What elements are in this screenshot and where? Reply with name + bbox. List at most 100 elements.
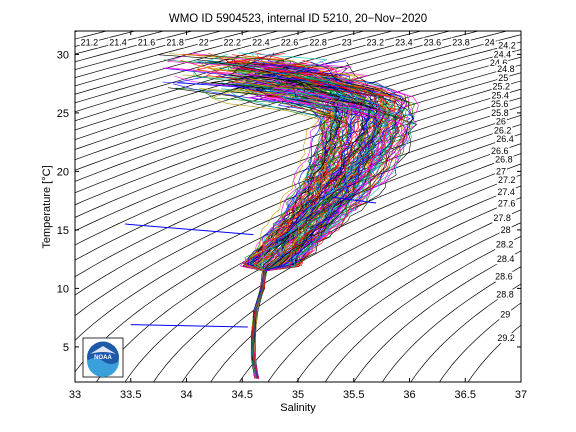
- density-label-bg: [165, 37, 185, 48]
- x-tick-label: 36: [403, 389, 415, 401]
- density-contour: [75, 97, 521, 278]
- density-contour: [75, 56, 521, 206]
- density-contour: [75, 31, 166, 55]
- density-label-bg: [483, 37, 496, 48]
- x-tick-label: 34.5: [232, 389, 253, 401]
- density-contour: [381, 266, 521, 382]
- density-label: 23.8: [452, 38, 470, 48]
- y-tick-label: 10: [57, 283, 69, 295]
- density-contour: [353, 250, 521, 382]
- density-label: 28: [501, 225, 511, 235]
- density-contour: [75, 31, 108, 40]
- density-label: 24.2: [498, 41, 516, 51]
- profile-line: [251, 75, 414, 379]
- profile-line: [192, 69, 329, 379]
- density-contour: [75, 114, 521, 317]
- density-label-bg: [494, 116, 507, 127]
- profile-line: [242, 68, 381, 379]
- density-label: 23: [342, 38, 352, 48]
- density-label: 26.4: [496, 134, 514, 144]
- density-label: 29.2: [497, 333, 515, 343]
- density-label-bg: [496, 186, 516, 197]
- density-contour: [75, 31, 309, 95]
- profile-line: [240, 83, 404, 379]
- density-contour: [439, 302, 521, 382]
- y-tick-label: 5: [63, 342, 69, 354]
- density-label: 27: [496, 166, 506, 176]
- density-contour: [0, 19, 68, 393]
- density-label: 22.8: [309, 38, 327, 48]
- profile-line: [233, 75, 352, 379]
- density-label-bg: [340, 37, 353, 48]
- outlier-line: [130, 324, 248, 328]
- profile-line: [211, 55, 322, 379]
- density-label: 22.4: [252, 38, 270, 48]
- density-contour: [75, 88, 521, 261]
- profile-line: [246, 60, 410, 379]
- density-label: 21.8: [166, 38, 184, 48]
- density-label-bg: [494, 271, 514, 282]
- density-label-bg: [497, 40, 517, 51]
- density-label-bg: [494, 239, 515, 250]
- density-label: 25: [498, 73, 508, 83]
- profile-line: [177, 76, 339, 379]
- x-tick-label: 37: [515, 389, 527, 401]
- density-label: 25.2: [493, 82, 511, 92]
- profile-line: [229, 61, 341, 379]
- density-contour: [75, 80, 521, 246]
- y-tick-label: 15: [57, 225, 69, 237]
- density-label-bg: [494, 154, 514, 165]
- density-label: 27.6: [498, 199, 516, 209]
- density-label: 29: [500, 310, 510, 320]
- density-contour: [75, 31, 394, 122]
- density-label-bg: [222, 37, 243, 48]
- profile-line: [237, 67, 405, 379]
- density-label: 21.2: [81, 38, 99, 48]
- density-contour: [0, 19, 11, 393]
- density-label: 26.6: [491, 146, 509, 156]
- density-label: 28.4: [497, 254, 515, 264]
- profile-line: [162, 81, 329, 379]
- density-label-bg: [494, 166, 508, 177]
- density-contour: [0, 19, 39, 393]
- density-label-bg: [496, 198, 517, 209]
- x-tick-label: 35.5: [343, 389, 364, 401]
- profile-line: [205, 54, 372, 379]
- density-label-bg: [499, 224, 512, 235]
- density-label: 28.8: [496, 289, 514, 299]
- density-contour: [75, 41, 521, 182]
- density-label-bg: [495, 254, 516, 265]
- density-contour: [75, 31, 280, 87]
- density-label-bg: [365, 37, 386, 48]
- profile-line: [251, 59, 386, 379]
- y-tick-label: 30: [57, 49, 69, 61]
- profile-line: [226, 53, 362, 379]
- density-label: 23.4: [395, 38, 413, 48]
- profile-line: [246, 61, 406, 379]
- density-label-bg: [489, 99, 510, 110]
- density-label: 23.6: [424, 38, 442, 48]
- density-contour: [75, 31, 137, 47]
- density-label-bg: [308, 37, 328, 48]
- density-contour: [75, 31, 366, 113]
- density-label-bg: [491, 81, 512, 92]
- density-contour: [296, 222, 521, 382]
- density-label: 25.6: [491, 99, 509, 109]
- x-tick-label: 34: [180, 389, 192, 401]
- density-label: 22.6: [281, 38, 299, 48]
- density-contour: [467, 324, 521, 382]
- density-contour: [210, 185, 521, 382]
- density-contour: [75, 72, 521, 232]
- y-tick-label: 20: [57, 166, 69, 178]
- profile-line: [251, 62, 400, 379]
- y-tick-label: 25: [57, 108, 69, 120]
- outlier-line: [331, 196, 377, 204]
- noaa-logo: NOAA: [82, 337, 124, 378]
- profile-line: [208, 54, 343, 379]
- density-label-bg: [492, 213, 512, 224]
- density-contour: [410, 283, 521, 382]
- density-label-bg: [495, 289, 515, 300]
- deep-profile: [252, 270, 266, 379]
- x-tick-label: 33.5: [120, 389, 141, 401]
